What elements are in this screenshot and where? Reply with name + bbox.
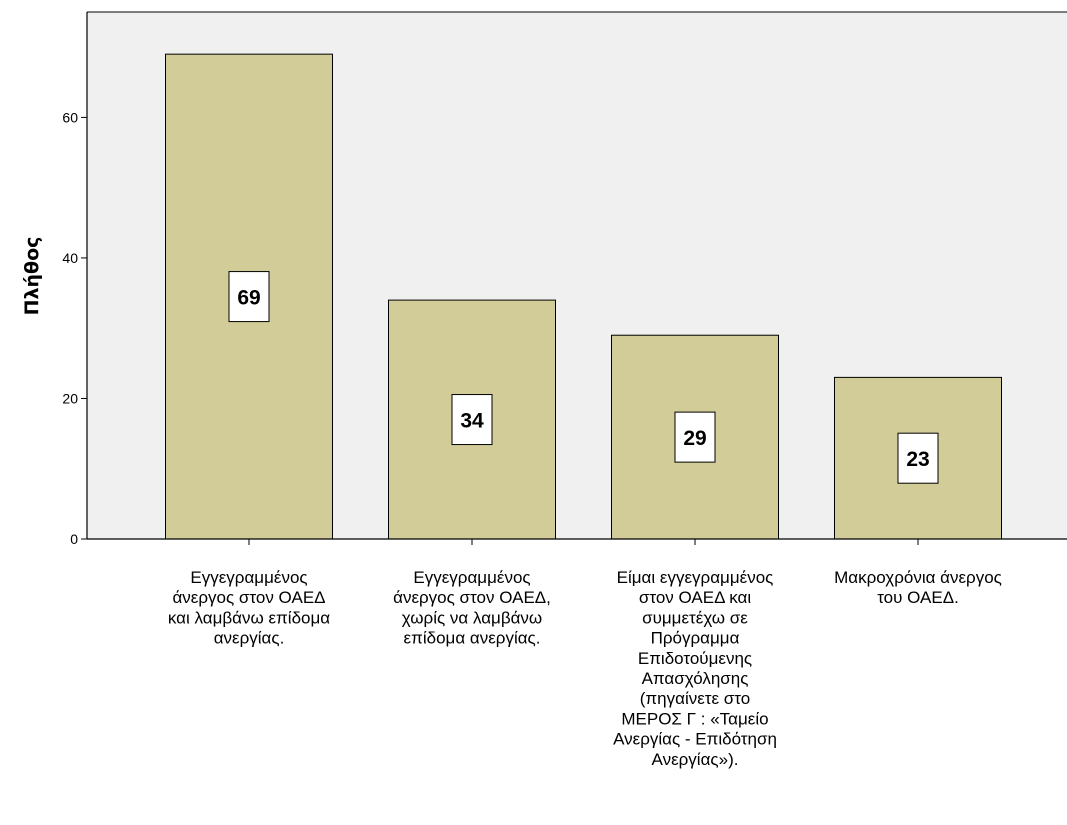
y-ticks-group: 0 20 40 60 bbox=[62, 109, 87, 547]
x-ticks-group: Εγγεγραμμένος άνεργος στον ΟΑΕΔ και λαμβάν… bbox=[168, 539, 1002, 769]
data-label-box bbox=[674, 411, 716, 463]
x-tick-label-line: (πηγαίνετε στο bbox=[640, 689, 750, 708]
x-tick-label-line: Επιδοτούμενης bbox=[638, 649, 752, 668]
x-tick-label-line: Ανεργίας»). bbox=[652, 750, 739, 769]
data-label-box bbox=[451, 394, 493, 446]
x-tick-label-line: ΜΕΡΟΣ Γ : «Ταμείο bbox=[621, 709, 768, 728]
x-tick-label-line: ανεργίας. bbox=[214, 629, 285, 648]
x-tick-label-line: και λαμβάνω επίδομα bbox=[168, 608, 330, 627]
x-tick-label-line: Απασχόλησης bbox=[642, 669, 749, 688]
data-label: 69 bbox=[237, 287, 260, 310]
data-label-box bbox=[897, 432, 939, 484]
data-label-box bbox=[228, 271, 270, 323]
y-tick-label: 0 bbox=[70, 531, 78, 547]
x-tick-label-line: Είμαι εγγεγραμμένος bbox=[617, 568, 774, 587]
x-tick-label-line: χωρίς να λαμβάνω bbox=[402, 608, 542, 627]
x-tick-label: Εγγεγραμμένος άνεργος στον ΟΑΕΔ, χωρίς να … bbox=[393, 568, 551, 648]
x-tick-label-line: άνεργος στον ΟΑΕΔ bbox=[172, 588, 325, 607]
data-labels-group: 69 34 29 23 bbox=[228, 271, 939, 484]
x-tick-label-line: επίδομα ανεργίας. bbox=[404, 629, 541, 648]
y-tick-label: 40 bbox=[62, 250, 78, 266]
data-label: 34 bbox=[460, 410, 484, 433]
x-tick-label-line: Ανεργίας - Επιδότηση bbox=[613, 730, 777, 749]
x-tick-label-line: Πρόγραμμα bbox=[651, 629, 740, 648]
y-axis-label: Πλήθος bbox=[21, 237, 43, 316]
x-tick-label-line: του ΟΑΕΔ. bbox=[877, 588, 959, 607]
data-label: 23 bbox=[906, 448, 929, 471]
x-tick-label: Είμαι εγγεγραμμένος στον ΟΑΕΔ και συμμετέχ… bbox=[613, 568, 777, 769]
y-tick-label: 60 bbox=[62, 109, 78, 125]
x-tick-label: Εγγεγραμμένος άνεργος στον ΟΑΕΔ και λαμβάν… bbox=[168, 568, 330, 648]
x-tick-label-line: Εγγεγραμμένος bbox=[413, 568, 530, 587]
data-label: 29 bbox=[683, 427, 706, 450]
x-tick-label-line: Μακροχρόνια άνεργος bbox=[834, 568, 1002, 587]
x-tick-label-line: άνεργος στον ΟΑΕΔ, bbox=[393, 588, 551, 607]
x-tick-label-line: Εγγεγραμμένος bbox=[190, 568, 307, 587]
y-tick-label: 20 bbox=[62, 390, 78, 406]
x-tick-label: Μακροχρόνια άνεργος του ΟΑΕΔ. bbox=[834, 568, 1002, 607]
x-tick-label-line: συμμετέχω σε bbox=[642, 608, 748, 627]
x-tick-label-line: στον ΟΑΕΔ και bbox=[639, 588, 751, 607]
